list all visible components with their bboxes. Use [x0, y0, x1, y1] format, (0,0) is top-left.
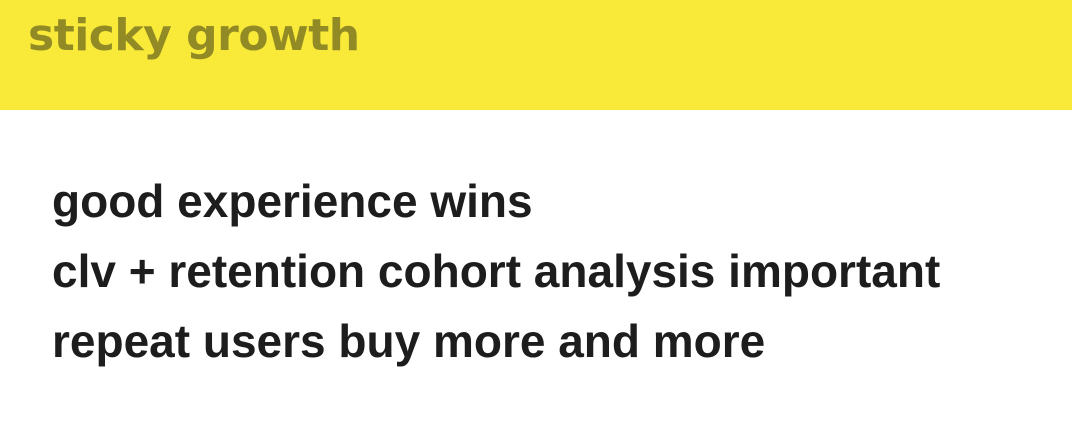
bullet-item: repeat users buy more and more	[52, 315, 766, 367]
bullet-item: good experience wins	[52, 175, 533, 227]
bullet-list: good experience wins clv + retention coh…	[52, 166, 940, 376]
bullet-item: clv + retention cohort analysis importan…	[52, 245, 941, 297]
title-bar: sticky growth	[0, 0, 1072, 110]
slide-title: sticky growth	[28, 10, 360, 61]
